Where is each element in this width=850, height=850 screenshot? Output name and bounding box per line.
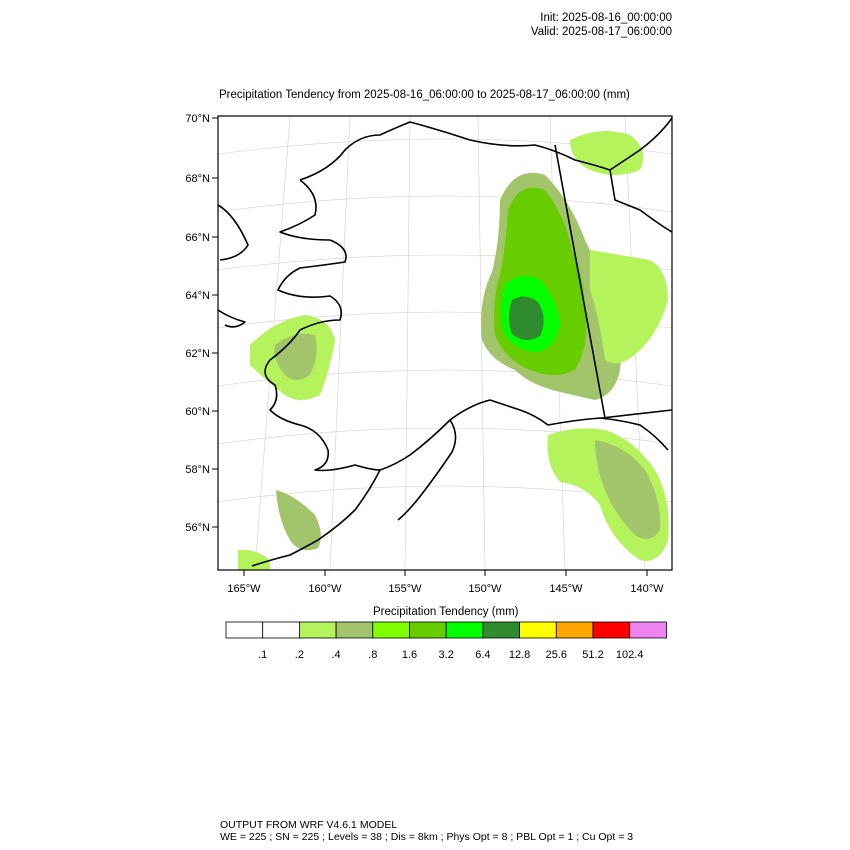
precip-area-gulf-mid: [595, 440, 661, 539]
colorbar-label: 12.8: [508, 649, 531, 661]
colorbar-swatch: [519, 621, 557, 639]
precip-area-peninsula-sw: [238, 549, 270, 570]
lon-label-160: 160°W: [308, 583, 342, 595]
lat-label-70: 70°N: [185, 113, 210, 125]
colorbar-label: .4: [331, 649, 341, 661]
colorbar-label: .8: [368, 649, 378, 661]
colorbar-label: .1: [258, 649, 268, 661]
colorbar-swatch: [225, 621, 264, 639]
colorbar-label: 1.6: [401, 649, 418, 661]
lon-ticks: [243, 570, 648, 576]
lat-label-56: 56°N: [185, 522, 210, 534]
colorbar-label: 6.4: [475, 649, 491, 661]
lat-label-68: 68°N: [185, 173, 210, 185]
colorbar-swatch: [262, 621, 300, 639]
lon-label-140: 140°W: [630, 583, 664, 595]
colorbar-swatch: [482, 621, 520, 639]
lat-label-62: 62°N: [185, 348, 210, 360]
footer-config: WE = 225 ; SN = 225 ; Levels = 38 ; Dis …: [220, 831, 634, 843]
lat-label-66: 66°N: [185, 232, 210, 244]
colorbar-swatch: [555, 621, 594, 639]
colorbar-swatch: [298, 621, 337, 639]
colorbar-label: 51.2: [582, 649, 604, 661]
colorbar-swatch: [629, 621, 667, 639]
colorbar: [225, 621, 667, 639]
precip-area-west-mid: [274, 333, 317, 380]
colorbar-label: .2: [294, 649, 304, 661]
colorbar-swatch: [409, 621, 447, 639]
precipitation-field: [238, 131, 669, 570]
precip-area-peninsula: [276, 490, 321, 551]
precip-area-interior-core: [509, 296, 544, 341]
init-time: Init: 2025-08-16_00:00:00: [540, 12, 672, 24]
colorbar-title: Precipitation Tendency (mm): [373, 606, 519, 618]
precip-area-yukon-east: [590, 250, 668, 364]
lon-label-145: 145°W: [549, 583, 583, 595]
lon-label-155: 155°W: [388, 583, 422, 595]
colorbar-swatch: [335, 621, 374, 639]
map-title: Precipitation Tendency from 2025-08-16_0…: [219, 89, 630, 101]
lat-label-64: 64°N: [185, 290, 210, 302]
colorbar-swatch: [372, 621, 410, 639]
footer-model: OUTPUT FROM WRF V4.6.1 MODEL: [220, 819, 398, 831]
colorbar-swatch: [592, 621, 631, 639]
valid-time: Valid: 2025-08-17_06:00:00: [530, 26, 672, 38]
lon-label-150: 150°W: [468, 583, 502, 595]
lat-ticks: [212, 117, 218, 528]
colorbar-label: 25.6: [545, 649, 568, 661]
lat-label-60: 60°N: [185, 406, 210, 418]
lat-label-58: 58°N: [185, 464, 210, 476]
coastlines: [217, 117, 673, 567]
colorbar-label: 3.2: [438, 649, 454, 661]
map-frame: [217, 115, 673, 571]
lon-label-165: 165°W: [227, 583, 261, 595]
colorbar-label: 102.4: [615, 649, 644, 661]
colorbar-swatch: [445, 621, 484, 639]
